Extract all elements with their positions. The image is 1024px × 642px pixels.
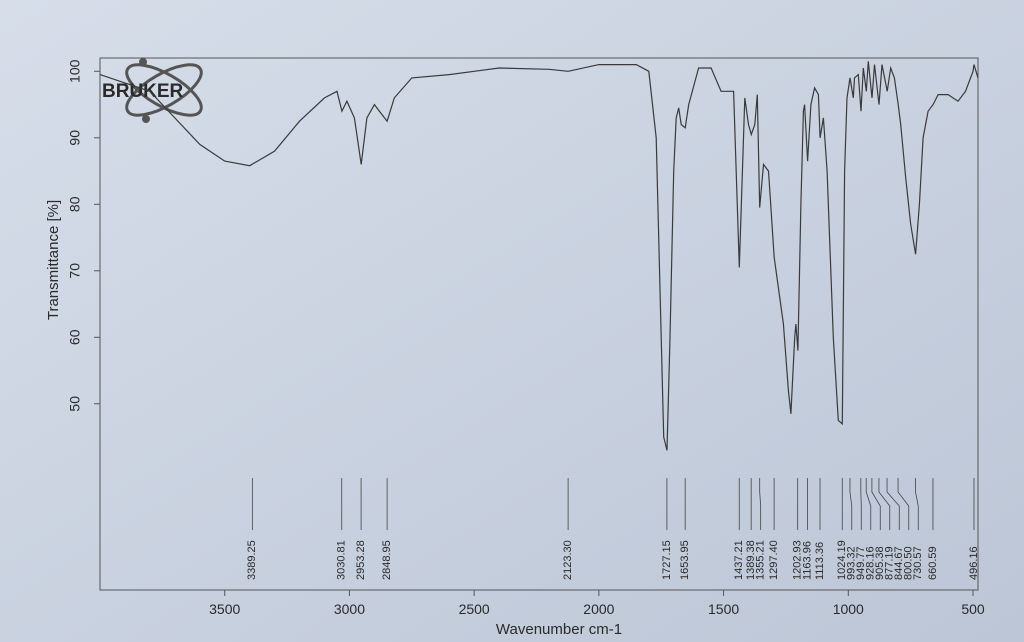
- peak-label: 1113.36: [814, 542, 826, 580]
- peak-label: 949.77: [855, 546, 867, 580]
- x-tick-label: 500: [961, 601, 985, 617]
- peak-label: 2848.95: [381, 540, 393, 580]
- x-tick-label: 3000: [334, 601, 365, 617]
- peak-leader: [865, 478, 872, 530]
- peak-label: 1202.93: [792, 540, 804, 580]
- peak-label: 1727.15: [661, 540, 673, 580]
- peak-label: 660.59: [927, 546, 939, 580]
- peak-label: 800.50: [903, 546, 915, 580]
- y-tick-label: 70: [67, 263, 83, 279]
- x-tick-label: 2000: [583, 601, 614, 617]
- peak-label: 1653.95: [679, 540, 691, 580]
- bruker-logo: BRUKER: [102, 58, 203, 123]
- y-tick-label: 50: [67, 396, 83, 412]
- peak-label: 1355.21: [755, 540, 767, 580]
- peak-label: 2123.30: [562, 540, 574, 580]
- peak-leader: [886, 478, 900, 530]
- peak-label: 3389.25: [246, 540, 258, 580]
- peak-label: 1437.21: [733, 540, 745, 580]
- peak-label: 928.16: [865, 546, 877, 580]
- spectrum-line: [99, 61, 979, 451]
- peak-leader: [871, 478, 881, 530]
- x-tick-label: 2500: [459, 601, 490, 617]
- peak-leader: [759, 478, 762, 530]
- x-tick-label: 3500: [209, 601, 240, 617]
- peak-label: 1297.40: [768, 540, 780, 580]
- peak-label: 1024.19: [836, 540, 848, 580]
- y-tick-label: 80: [67, 196, 83, 212]
- y-axis-label: Transmittance [%]: [45, 200, 62, 320]
- y-tick-label: 60: [67, 329, 83, 345]
- peak-label: 877.19: [884, 546, 896, 580]
- y-tick-label: 100: [67, 59, 83, 83]
- x-tick-label: 1000: [833, 601, 864, 617]
- peak-label: 2953.28: [355, 540, 367, 580]
- peak-leader: [878, 478, 891, 530]
- x-axis-label: Wavenumber cm-1: [496, 621, 622, 638]
- peak-label: 905.38: [874, 546, 886, 580]
- peak-label: 3030.81: [336, 540, 348, 580]
- peak-leader: [915, 478, 919, 530]
- peak-label: 1163.96: [801, 541, 813, 580]
- peak-label: 730.57: [912, 546, 924, 580]
- peak-label: 993.32: [846, 546, 858, 580]
- peak-leader: [897, 478, 910, 530]
- plot-frame: [99, 57, 979, 591]
- peak-label: 844.67: [893, 546, 905, 580]
- peak-label: 496.16: [968, 546, 980, 580]
- peak-label: 1389.38: [745, 540, 757, 580]
- x-tick-label: 1500: [708, 601, 739, 617]
- peak-leader: [849, 478, 853, 530]
- y-tick-label: 90: [67, 130, 83, 146]
- logo-text: BRUKER: [102, 81, 184, 102]
